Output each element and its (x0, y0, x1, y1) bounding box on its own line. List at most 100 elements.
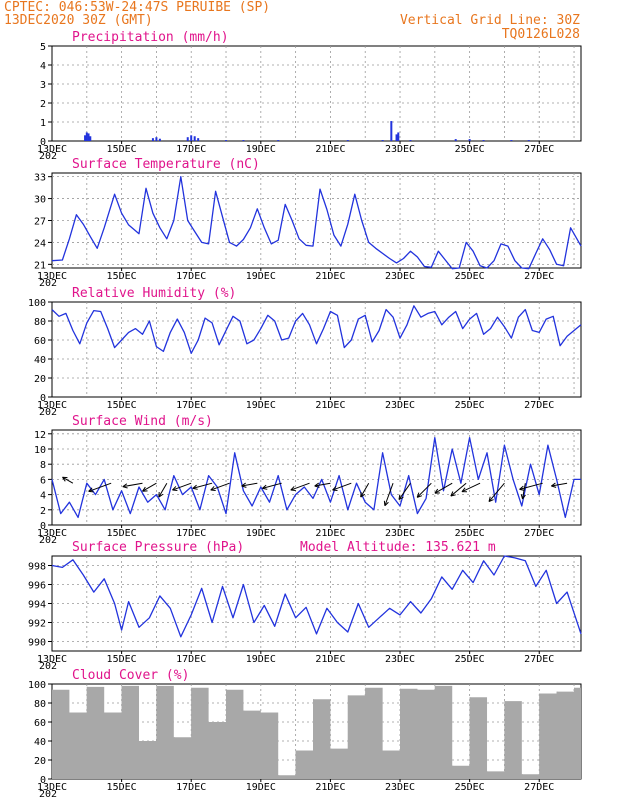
precip-bar (158, 138, 161, 141)
panel-title: Surface Wind (m/s) (72, 414, 213, 429)
cloud-cover-bar (417, 689, 419, 779)
wind-vector (461, 482, 481, 493)
wind-vector-head (290, 486, 296, 492)
wind-vector-shaft (488, 482, 505, 502)
cloud-cover-bar (382, 750, 384, 779)
wind-vector-shaft (522, 483, 526, 500)
panel-title: Cloud Cover (%) (72, 668, 189, 683)
wind-vector (416, 482, 432, 498)
x-tick-label: 19DEC (246, 271, 276, 282)
panel-title: Surface Pressure (hPa) (72, 540, 244, 555)
y-tick-label: 40 (34, 355, 46, 366)
y-tick-label: 30 (34, 195, 46, 206)
y-tick-label: 3 (40, 80, 46, 91)
series-line (51, 305, 582, 354)
cloud-cover-bar (330, 748, 332, 779)
cloud-cover-area (52, 685, 581, 779)
x-tick-label: 15DEC (107, 144, 137, 155)
x-tick-label: 25DEC (455, 654, 485, 665)
wind-vector (383, 483, 394, 507)
x-tick-label: 19DEC (246, 782, 276, 793)
panel-0: 0 1 2 3 4 5 Precipitation (mm/h) 13DEC202 15DEC 1… (37, 30, 582, 162)
y-tick-label: 40 (34, 737, 46, 748)
wind-vector-head (520, 494, 526, 500)
cloud-cover-bar (434, 685, 436, 779)
precip-bar (225, 140, 228, 141)
y-tick-label: 20 (34, 756, 46, 767)
x-tick-label: 15DEC (107, 400, 137, 411)
precip-bar (395, 134, 398, 141)
precip-bar (454, 139, 457, 141)
wind-vector-shaft (262, 482, 282, 489)
cloud-cover-bar (556, 691, 558, 779)
x-tick-label: 17DEC (176, 271, 206, 282)
wind-vector-shaft (360, 482, 370, 498)
wind-vector-shaft (551, 482, 568, 487)
y-tick-label: 33 (34, 173, 46, 184)
wind-vector-shaft (384, 483, 394, 506)
x-tick-label: 27DEC (524, 528, 554, 539)
panel-frame (51, 45, 582, 142)
precip-bar (89, 136, 92, 141)
cloud-cover-bar (347, 695, 349, 779)
x-tick-label: 17DEC (176, 144, 206, 155)
cloud-cover-bar (313, 699, 315, 779)
y-tick-label: 0 (40, 521, 46, 532)
wind-vector-head (158, 492, 164, 498)
precip-bar (151, 138, 154, 141)
panel-annotation: Model Altitude: 135.621 m (300, 540, 496, 555)
wind-vector-shaft (192, 482, 213, 489)
x-tick-label: 21DEC (315, 528, 345, 539)
y-tick-label: 998 (28, 562, 46, 573)
cloud-cover-bar (521, 774, 523, 779)
panel-2: 0 20 40 60 80 100 Relative Humidity (%) 13DEC20… (28, 286, 582, 418)
y-tick-label: 100 (28, 298, 46, 309)
wind-vector-shaft (519, 482, 543, 490)
cloud-cover-bar (156, 685, 158, 779)
cloud-cover-bar (504, 701, 506, 779)
y-tick-label: 0 (40, 393, 46, 404)
y-tick-label: 5 (40, 42, 46, 53)
y-tick-label: 6 (40, 475, 46, 486)
wind-vector-head (88, 487, 94, 493)
wind-vector-shaft (290, 482, 310, 491)
cloud-cover-bar (86, 686, 88, 779)
x-tick-label: 17DEC (176, 400, 206, 411)
panel-frame (51, 301, 582, 398)
y-tick-label: 60 (34, 336, 46, 347)
panel-4: 990 992 994 996 998 Surface Pressure (hPa) Mod… (28, 540, 582, 672)
cloud-cover-bar (539, 693, 541, 779)
cloud-cover-bar (243, 710, 245, 779)
wind-vector-shaft (122, 482, 143, 488)
wind-vector-head (142, 486, 148, 492)
x-tick-label: 15DEC (107, 654, 137, 665)
cloud-cover-bar (400, 688, 402, 779)
cloud-cover-bar (487, 771, 489, 779)
run-date: 13DEC2020 30Z (GMT) (4, 13, 153, 28)
cloud-cover-bar (278, 775, 280, 779)
wind-vector (192, 482, 213, 490)
wind-vector-shaft (158, 482, 168, 498)
x-tick-label: 13DEC (37, 271, 67, 282)
x-tick-label: 13DEC (37, 528, 67, 539)
wind-vector-head (62, 476, 68, 482)
wind-vector-shaft (332, 482, 352, 491)
wind-vector-shaft (88, 482, 112, 492)
wind-vector-head (172, 486, 178, 492)
x-tick-label: 21DEC (315, 654, 345, 665)
x-tick-label: 21DEC (315, 782, 345, 793)
y-tick-label: 0 (40, 775, 46, 786)
wind-vector (158, 482, 168, 498)
x-tick-label: 19DEC (246, 528, 276, 539)
cloud-cover-bar (139, 741, 141, 779)
cloud-cover-bar (69, 712, 71, 779)
wind-vector-head (122, 483, 128, 489)
x-year-label: 202 (39, 278, 57, 289)
x-tick-label: 27DEC (524, 271, 554, 282)
x-year-label: 202 (39, 407, 57, 418)
wind-vector-head (416, 492, 423, 498)
wind-vector (210, 482, 230, 492)
panel-5: 0 20 40 60 80 100 Cloud Cover (%) 13DEC202 15DEC… (28, 668, 582, 800)
y-tick-label: 996 (28, 581, 46, 592)
